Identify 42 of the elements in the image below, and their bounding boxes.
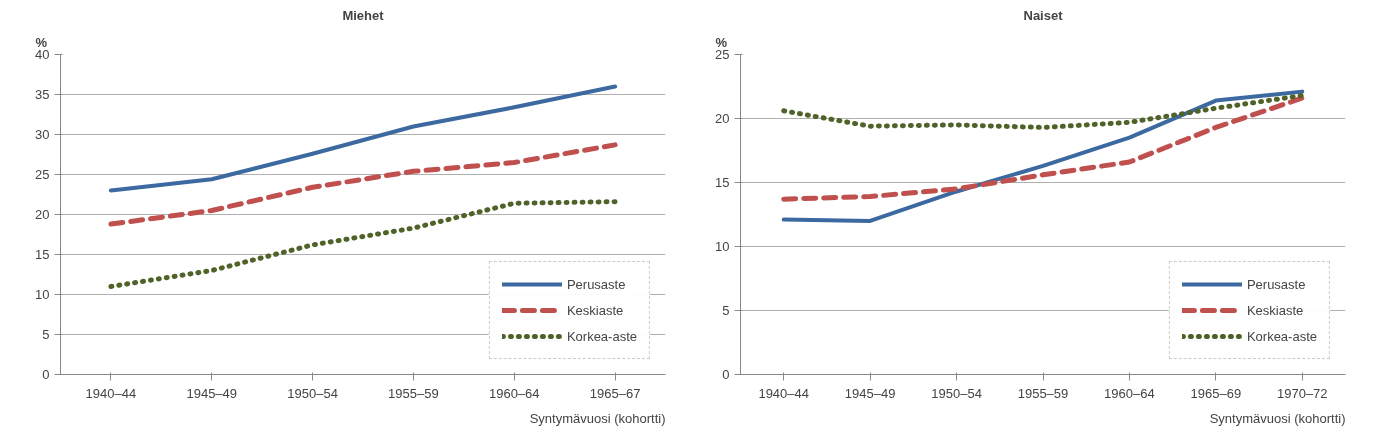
y-tick-label: 30 — [35, 127, 50, 142]
legend-label: Keskiaste — [1246, 302, 1304, 318]
chart-title: Naiset — [1023, 7, 1064, 23]
y-axis-title: % — [35, 34, 48, 50]
x-tick-label: 1960–64 — [1104, 385, 1155, 401]
x-axis-title: Syntymävuosi (kohortti) — [529, 410, 666, 426]
line-series — [781, 89, 1305, 223]
x-tick-label: 1955–59 — [1017, 385, 1069, 401]
x-tick-label: 1965–67 — [589, 385, 641, 401]
x-axis-title: Syntymävuosi (kohortti) — [1209, 410, 1346, 426]
y-tick-label: 20 — [715, 111, 730, 126]
x-tick-label: 1945–49 — [186, 385, 238, 401]
y-tick-label: 5 — [42, 327, 50, 342]
y-tick-label: 25 — [35, 167, 50, 182]
y-tick-label: 15 — [715, 175, 730, 190]
legend-label: Korkea-aste — [1246, 328, 1317, 344]
y-tick-label: 40 — [35, 47, 50, 62]
x-tick-label: 1940–44 — [758, 385, 810, 401]
x-tick-label: 1945–49 — [844, 385, 896, 401]
line-series — [108, 84, 618, 193]
y-tick-label: 15 — [35, 247, 50, 262]
chart-title: Miehet — [342, 7, 385, 23]
x-tick-label: 1940–44 — [85, 385, 137, 401]
x-tick-label: 1955–59 — [388, 385, 439, 401]
x-tick-label: 1970–72 — [1276, 385, 1328, 401]
y-axis-title: % — [715, 34, 728, 50]
legend-label: Korkea-aste — [566, 328, 637, 344]
legend-label: Perusaste — [566, 276, 626, 292]
y-tick-label: 10 — [715, 239, 730, 254]
y-tick-label: 25 — [715, 47, 730, 62]
x-tick-label: 1950–54 — [931, 385, 982, 401]
y-tick-label: 5 — [722, 303, 730, 318]
y-tick-label: 10 — [35, 287, 50, 302]
x-tick-label: 1950–54 — [287, 385, 338, 401]
y-tick-label: 0 — [42, 367, 50, 382]
y-tick-label: 20 — [35, 207, 50, 222]
x-tick-label: 1965–69 — [1190, 385, 1242, 401]
legend-label: Perusaste — [1246, 276, 1306, 292]
legend-label: Keskiaste — [566, 302, 624, 318]
x-tick-label: 1960–64 — [488, 385, 540, 401]
y-tick-label: 0 — [722, 367, 730, 382]
y-tick-label: 35 — [35, 87, 50, 102]
